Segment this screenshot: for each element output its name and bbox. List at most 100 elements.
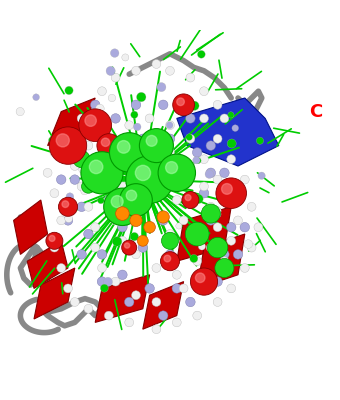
Circle shape [102, 164, 109, 171]
Circle shape [116, 207, 129, 220]
Circle shape [111, 162, 120, 170]
Circle shape [50, 243, 59, 252]
Circle shape [84, 229, 93, 239]
Circle shape [247, 243, 256, 252]
Circle shape [146, 135, 157, 146]
Circle shape [186, 134, 195, 143]
Circle shape [220, 250, 229, 259]
Circle shape [244, 240, 253, 248]
Circle shape [57, 216, 66, 225]
Circle shape [158, 311, 168, 320]
Circle shape [179, 216, 188, 225]
Circle shape [240, 264, 249, 272]
Circle shape [220, 168, 229, 178]
Circle shape [200, 114, 208, 123]
Circle shape [144, 222, 155, 233]
Circle shape [104, 196, 113, 204]
Circle shape [132, 202, 140, 211]
Circle shape [195, 273, 205, 282]
Circle shape [97, 277, 107, 286]
Circle shape [96, 104, 104, 113]
Circle shape [43, 168, 52, 177]
Circle shape [215, 258, 234, 278]
Circle shape [108, 94, 116, 102]
Circle shape [124, 243, 130, 248]
Circle shape [111, 277, 120, 286]
Circle shape [173, 94, 194, 116]
Circle shape [81, 152, 123, 194]
Circle shape [111, 114, 120, 123]
Circle shape [120, 142, 128, 150]
Circle shape [158, 216, 168, 225]
Circle shape [176, 223, 182, 229]
Circle shape [200, 87, 208, 96]
Circle shape [193, 311, 202, 320]
Circle shape [216, 178, 246, 208]
Circle shape [56, 175, 66, 184]
Circle shape [212, 206, 221, 216]
Circle shape [77, 148, 86, 157]
Circle shape [166, 121, 174, 130]
Circle shape [213, 100, 222, 109]
Circle shape [64, 128, 72, 136]
Circle shape [166, 148, 174, 157]
Circle shape [120, 184, 152, 216]
Circle shape [213, 298, 222, 306]
Circle shape [133, 123, 141, 131]
Circle shape [206, 168, 216, 178]
Circle shape [200, 270, 208, 279]
Circle shape [172, 196, 181, 204]
Circle shape [91, 243, 100, 252]
Polygon shape [177, 98, 279, 166]
Circle shape [111, 73, 120, 82]
Circle shape [100, 284, 108, 292]
Circle shape [227, 139, 236, 148]
Circle shape [177, 98, 184, 106]
Circle shape [70, 298, 79, 306]
Circle shape [190, 254, 198, 263]
Circle shape [192, 148, 202, 157]
Circle shape [101, 138, 109, 146]
Circle shape [179, 100, 188, 109]
Circle shape [152, 298, 161, 306]
Circle shape [179, 168, 188, 178]
Circle shape [131, 175, 141, 184]
Circle shape [33, 94, 39, 100]
Circle shape [131, 100, 141, 110]
Circle shape [139, 129, 173, 163]
Circle shape [157, 82, 166, 92]
Circle shape [185, 100, 192, 108]
Circle shape [213, 175, 222, 184]
Circle shape [135, 165, 151, 180]
Circle shape [152, 60, 161, 68]
Circle shape [199, 188, 209, 198]
Circle shape [50, 148, 59, 157]
Circle shape [206, 141, 216, 150]
Circle shape [121, 200, 128, 207]
Circle shape [166, 66, 174, 75]
Circle shape [70, 134, 80, 144]
Circle shape [174, 169, 180, 176]
Circle shape [185, 222, 209, 246]
Circle shape [207, 238, 228, 258]
Circle shape [172, 270, 181, 279]
Circle shape [145, 114, 154, 123]
Circle shape [172, 318, 181, 327]
Circle shape [166, 162, 177, 174]
Circle shape [62, 201, 69, 208]
Circle shape [233, 250, 243, 259]
Circle shape [98, 264, 106, 272]
Circle shape [194, 194, 203, 204]
Circle shape [212, 210, 221, 218]
Circle shape [152, 264, 161, 272]
Circle shape [234, 216, 242, 225]
Circle shape [166, 230, 174, 238]
Circle shape [109, 133, 149, 172]
Circle shape [104, 188, 141, 226]
Polygon shape [27, 241, 68, 288]
Circle shape [49, 236, 55, 241]
Circle shape [220, 114, 229, 123]
Circle shape [132, 291, 140, 300]
Polygon shape [95, 275, 150, 322]
Circle shape [132, 250, 140, 259]
